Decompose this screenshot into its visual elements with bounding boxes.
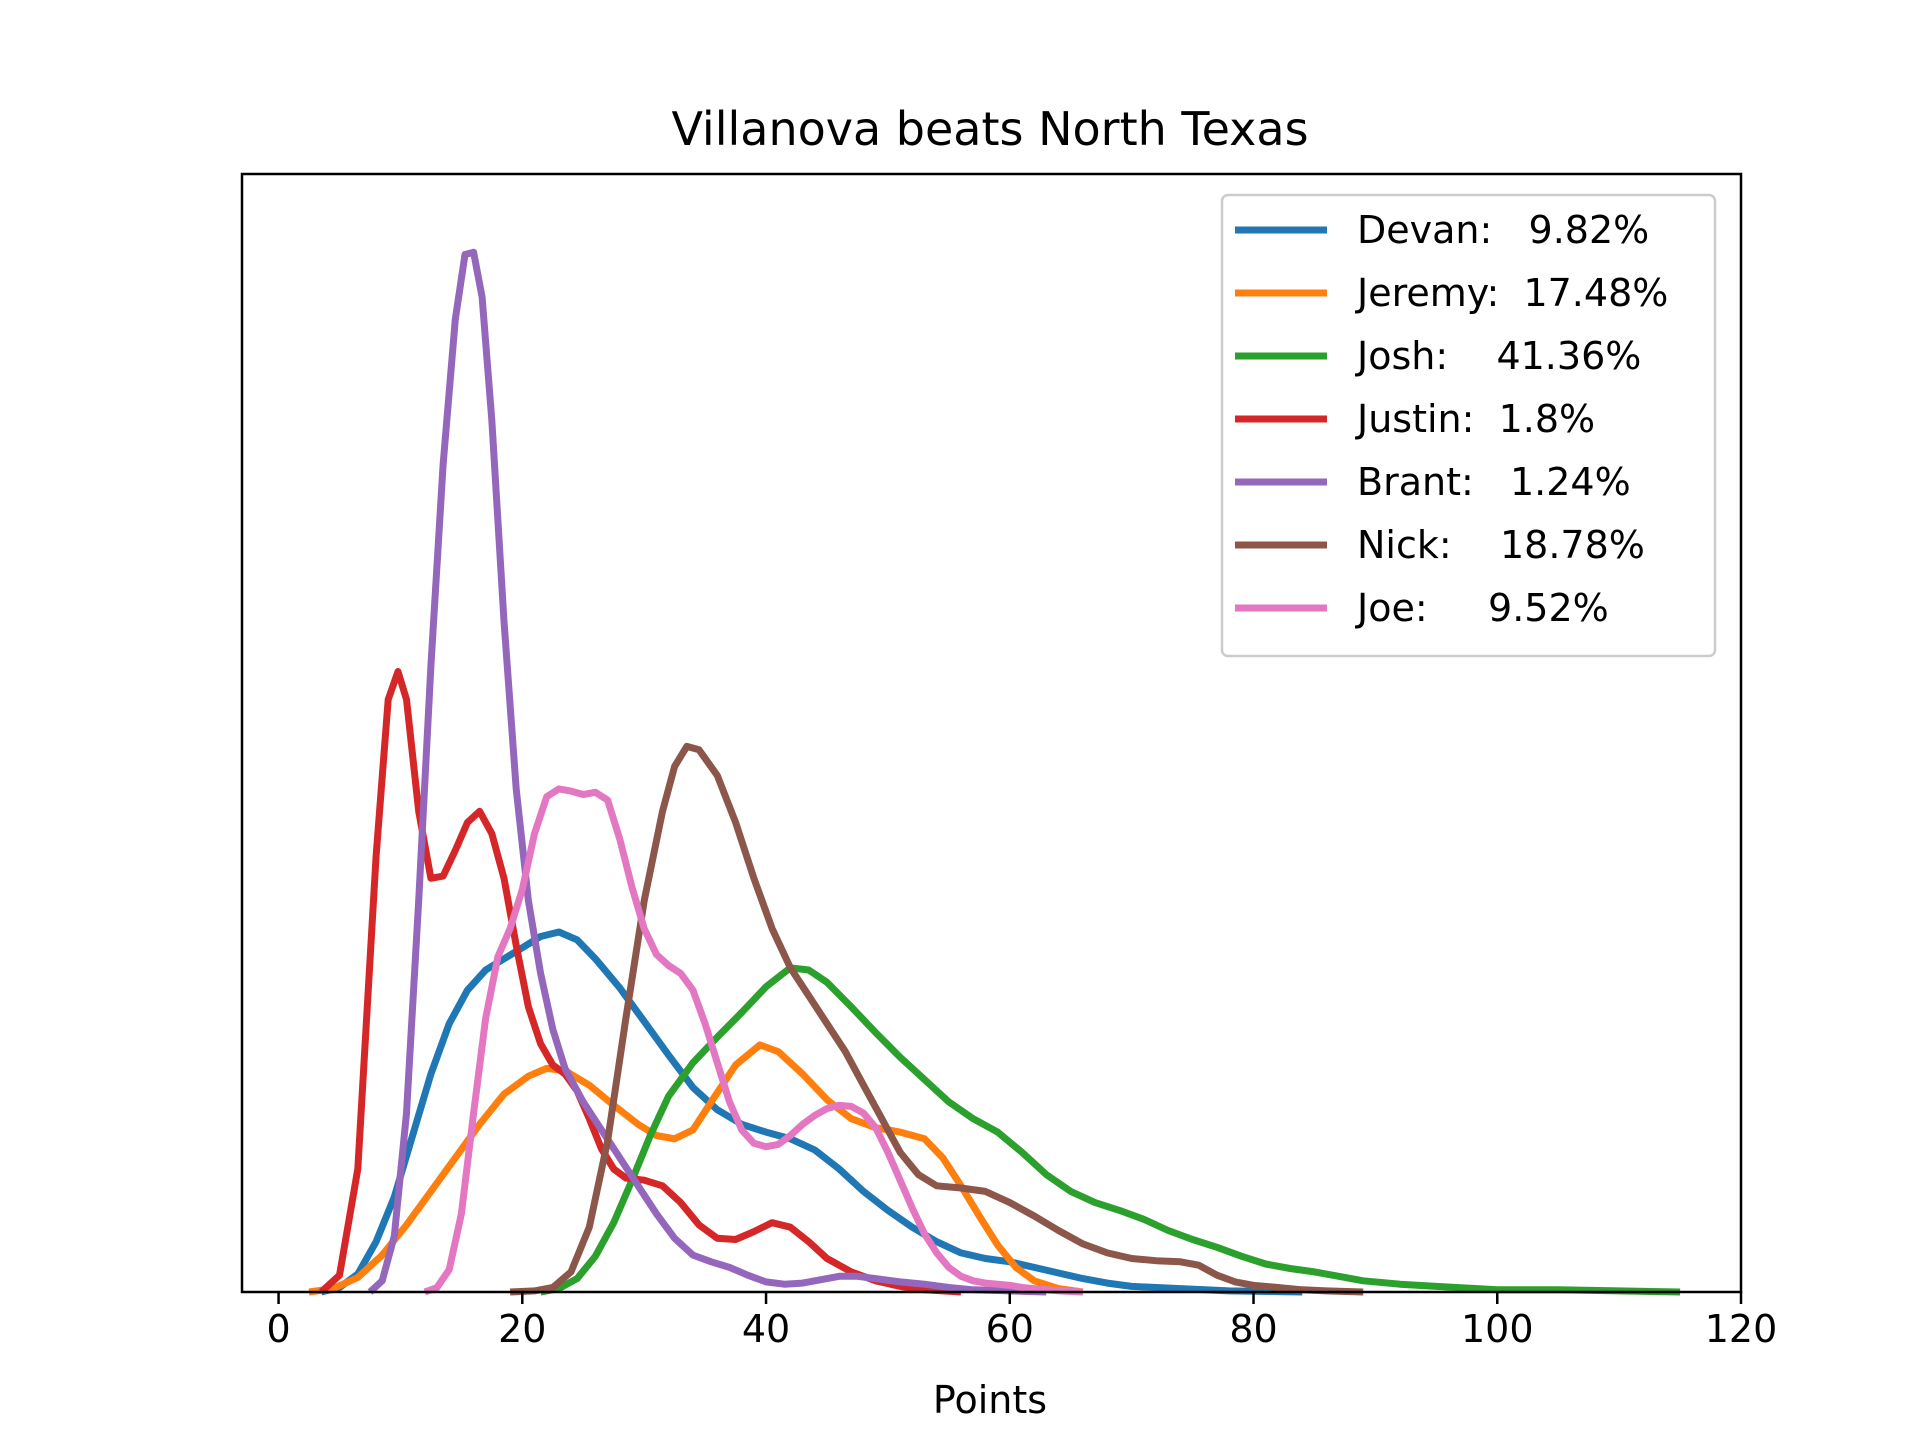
legend-label-josh: Josh: 41.36% — [1355, 334, 1641, 378]
legend-box — [1220, 193, 1717, 658]
plot-frame — [240, 172, 1743, 1294]
x-axis-label: Points — [933, 1378, 1047, 1422]
x-tick-label: 80 — [1229, 1307, 1277, 1351]
series-line-joe — [423, 785, 1084, 1296]
legend: Devan: 9.82% Jeremy: 17.48% Josh: 41.36% Ju… — [1220, 193, 1717, 658]
legend-label-brant: Brant: 1.24% — [1357, 460, 1631, 504]
legend-label-nick: Nick: 18.78% — [1357, 523, 1645, 567]
chart-title: Villanova beats North Texas — [671, 102, 1308, 156]
x-tick-label: 120 — [1705, 1307, 1778, 1351]
x-tick-label: 100 — [1461, 1307, 1534, 1351]
x-axis: 0 20 40 60 80 100 120 — [266, 1292, 1777, 1351]
x-tick-label: 20 — [498, 1307, 546, 1351]
x-tick-label: 0 — [266, 1307, 290, 1351]
series-line-devan — [320, 928, 1303, 1296]
series-line-brant — [367, 248, 1047, 1296]
series-line-josh — [539, 964, 1681, 1296]
legend-label-justin: Justin: 1.8% — [1355, 397, 1595, 441]
legend-label-joe: Joe: 9.52% — [1355, 586, 1609, 630]
x-tick-label: 60 — [986, 1307, 1034, 1351]
x-tick-label: 40 — [742, 1307, 790, 1351]
plot-lines — [308, 248, 1681, 1296]
series-line-nick — [509, 742, 1364, 1296]
legend-label-jeremy: Jeremy: 17.48% — [1355, 271, 1668, 315]
legend-label-devan: Devan: 9.82% — [1357, 208, 1649, 252]
